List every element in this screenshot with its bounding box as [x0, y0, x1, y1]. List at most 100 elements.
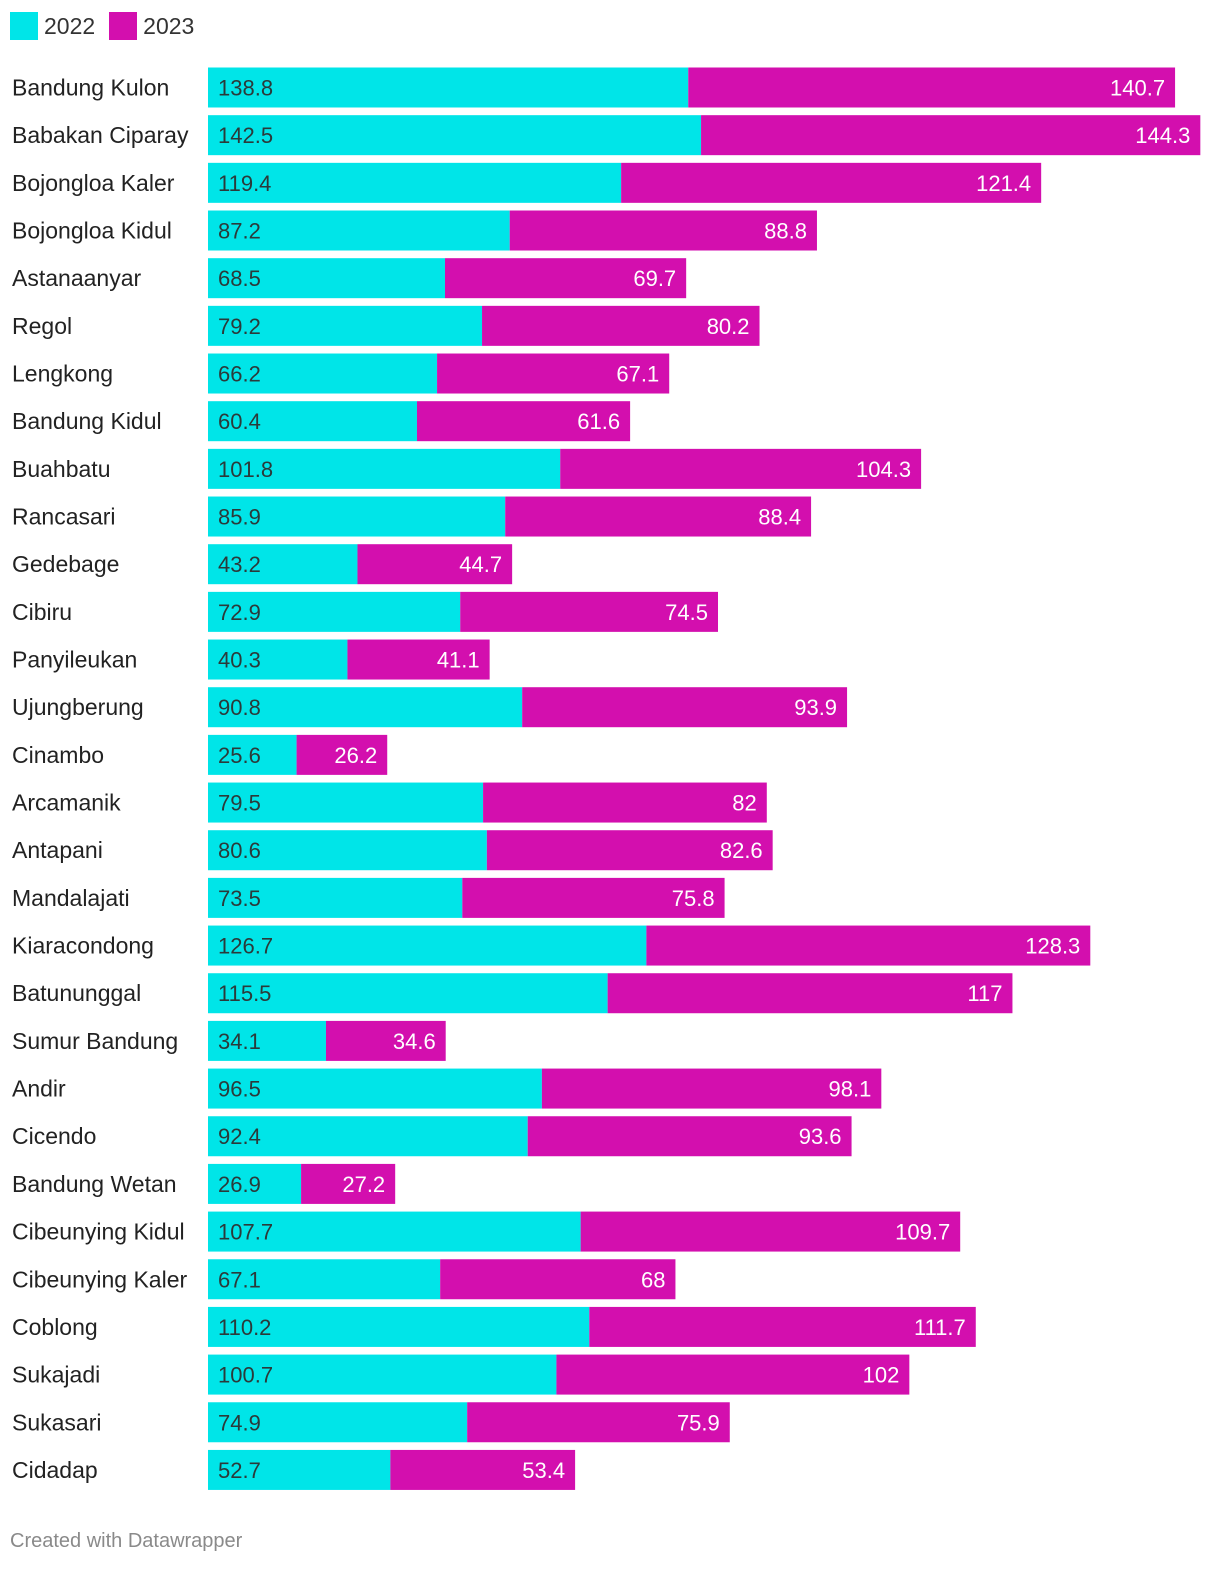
legend: 2022 2023	[10, 10, 208, 42]
bar-2022-bandung-kulon	[208, 67, 689, 108]
bar-row-lengkong: Lengkong 66.2 67.1	[12, 353, 670, 394]
bar-2022-bojongloa-kidul	[208, 210, 510, 251]
bar-2023-mandalajati	[462, 877, 725, 918]
value-label-2023-coblong: 111.7	[914, 1315, 966, 1340]
category-label-sumur-bandung: Sumur Bandung	[12, 1028, 178, 1054]
bar-2022-antapani	[208, 830, 487, 871]
value-label-2023-rancasari: 88.4	[758, 505, 801, 530]
value-label-2022-kiaracondong: 126.7	[218, 934, 273, 959]
value-label-2023-cibiru: 74.5	[665, 600, 708, 625]
bar-2023-bandung-kidul	[416, 401, 631, 442]
value-label-2023-cibeunying-kidul: 109.7	[895, 1220, 950, 1245]
bar-2023-cicendo	[527, 1116, 852, 1157]
bar-2022-cinambo	[208, 734, 297, 775]
value-label-2022-cicendo: 92.4	[218, 1124, 261, 1149]
category-label-bandung-kulon: Bandung Kulon	[12, 75, 169, 101]
bar-row-cidadap: Cidadap 52.7 53.4	[12, 1449, 576, 1490]
bar-2022-bandung-wetan	[208, 1163, 302, 1204]
legend-item-2022: 2022	[10, 12, 95, 40]
bar-2022-rancasari	[208, 496, 506, 537]
bar-row-buahbatu: Buahbatu 101.8 104.3	[12, 448, 922, 489]
bar-row-bandung-kidul: Bandung Kidul 60.4 61.6	[12, 401, 631, 442]
value-label-2023-mandalajati: 75.8	[672, 886, 715, 911]
legend-label-2022: 2022	[44, 12, 96, 39]
value-label-2023-buahbatu: 104.3	[856, 457, 911, 482]
value-label-2022-buahbatu: 101.8	[218, 457, 273, 482]
value-label-2023-lengkong: 67.1	[616, 362, 659, 387]
bar-2022-sukasari	[208, 1402, 468, 1443]
category-label-ujungberung: Ujungberung	[12, 694, 144, 720]
value-label-2023-antapani: 82.6	[720, 838, 763, 863]
bar-2022-panyileukan	[208, 639, 348, 680]
value-label-2023-bojongloa-kidul: 88.8	[764, 219, 807, 244]
value-label-2022-arcamanik: 79.5	[218, 791, 261, 816]
bar-2023-batununggal	[607, 973, 1013, 1014]
value-label-2022-sumur-bandung: 34.1	[218, 1029, 261, 1054]
value-label-2023-cidadap: 53.4	[522, 1458, 565, 1483]
value-label-2023-batununggal: 117	[967, 981, 1002, 1006]
bar-row-coblong: Coblong 110.2 111.7	[12, 1306, 976, 1347]
bar-2022-sumur-bandung	[208, 1020, 326, 1061]
value-label-2022-babakan-ciparay: 142.5	[218, 123, 273, 148]
category-label-panyileukan: Panyileukan	[12, 647, 137, 673]
bar-2022-arcamanik	[208, 782, 484, 823]
category-label-buahbatu: Buahbatu	[12, 456, 110, 482]
bar-row-bojongloa-kidul: Bojongloa Kidul 87.2 88.8	[12, 210, 817, 251]
stacked-bar-chart: Bandung Kulon 138.8 140.7 Babakan Ciparay 14…	[12, 67, 1201, 1490]
category-label-cibeunying-kaler: Cibeunying Kaler	[12, 1266, 188, 1292]
bar-2023-sukajadi	[556, 1354, 910, 1395]
bar-2022-astanaanyar	[208, 258, 446, 299]
value-label-2022-bandung-kidul: 60.4	[218, 409, 261, 434]
category-label-bandung-wetan: Bandung Wetan	[12, 1171, 177, 1197]
category-label-cicendo: Cicendo	[12, 1123, 96, 1149]
category-label-cidadap: Cidadap	[12, 1457, 98, 1483]
bar-2023-regol	[482, 305, 760, 346]
category-label-antapani: Antapani	[12, 837, 103, 863]
bar-2023-babakan-ciparay	[701, 115, 1201, 156]
bar-2023-ujungberung	[522, 687, 848, 728]
bar-row-bojongloa-kaler: Bojongloa Kaler 119.4 121.4	[12, 162, 1042, 203]
category-label-bandung-kidul: Bandung Kidul	[12, 408, 162, 434]
value-label-2022-andir: 96.5	[218, 1077, 261, 1102]
value-label-2022-batununggal: 115.5	[218, 981, 271, 1006]
bar-2022-cidadap	[208, 1449, 391, 1490]
value-label-2023-gedebage: 44.7	[459, 552, 502, 577]
category-label-kiaracondong: Kiaracondong	[12, 933, 154, 959]
value-label-2022-lengkong: 66.2	[218, 362, 261, 387]
bar-2023-astanaanyar	[445, 258, 687, 299]
category-label-babakan-ciparay: Babakan Ciparay	[12, 122, 189, 148]
legend-label-2023: 2023	[143, 12, 195, 39]
legend-item-2023: 2023	[109, 12, 194, 40]
bar-row-astanaanyar: Astanaanyar 68.5 69.7	[12, 258, 687, 299]
category-label-cinambo: Cinambo	[12, 742, 104, 768]
value-label-2022-cidadap: 52.7	[218, 1458, 261, 1483]
bar-2023-cibeunying-kaler	[440, 1259, 676, 1300]
bar-2022-cibiru	[208, 591, 461, 632]
value-label-2023-cicendo: 93.6	[799, 1124, 842, 1149]
bar-row-panyileukan: Panyileukan 40.3 41.1	[12, 639, 490, 680]
bar-2022-babakan-ciparay	[208, 115, 702, 156]
category-label-mandalajati: Mandalajati	[12, 885, 130, 911]
value-label-2022-bojongloa-kaler: 119.4	[218, 171, 271, 196]
bar-row-sukasari: Sukasari 74.9 75.9	[12, 1402, 730, 1443]
value-label-2022-cibeunying-kidul: 107.7	[218, 1220, 273, 1245]
value-label-2022-bojongloa-kidul: 87.2	[218, 219, 261, 244]
value-label-2022-coblong: 110.2	[218, 1315, 271, 1340]
bar-2023-antapani	[486, 830, 773, 871]
value-label-2023-sukajadi: 102	[863, 1363, 900, 1388]
bar-2023-bojongloa-kidul	[509, 210, 817, 251]
value-label-2023-cinambo: 26.2	[334, 743, 377, 768]
bar-2023-bojongloa-kaler	[621, 162, 1042, 203]
value-label-2022-mandalajati: 73.5	[218, 886, 261, 911]
category-label-sukasari: Sukasari	[12, 1409, 101, 1435]
bar-2022-sukajadi	[208, 1354, 557, 1395]
bar-2023-rancasari	[505, 496, 812, 537]
bar-2022-cibeunying-kaler	[208, 1259, 441, 1300]
category-label-gedebage: Gedebage	[12, 551, 119, 577]
bar-2022-lengkong	[208, 353, 438, 394]
bar-2023-bandung-kulon	[688, 67, 1176, 108]
value-label-2023-astanaanyar: 69.7	[633, 266, 676, 291]
bar-2023-cidadap	[390, 1449, 576, 1490]
bar-2023-cibiru	[460, 591, 719, 632]
bar-row-cibeunying-kaler: Cibeunying Kaler 67.1 68	[12, 1259, 676, 1300]
